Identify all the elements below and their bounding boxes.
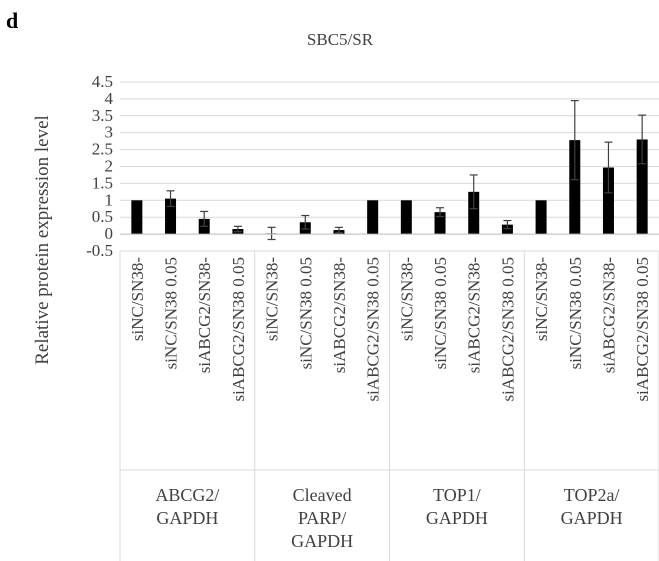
x-category-label: siNC/SN38 0.05: [431, 257, 450, 369]
bar: [131, 200, 143, 235]
error-bar: [436, 207, 445, 218]
x-category-label: siNC/SN38-: [532, 257, 551, 341]
group-label-line: GAPDH: [156, 508, 218, 528]
bar: [636, 139, 648, 235]
y-axis-label: Relative protein expression level: [32, 115, 53, 365]
error-bar: [166, 190, 175, 207]
y-tick-label: 2: [105, 157, 114, 176]
bar: [367, 200, 379, 235]
error-bar: [233, 225, 242, 233]
bar: [602, 167, 614, 235]
x-category-label: siNC/SN38 0.05: [162, 257, 181, 369]
bar: [501, 224, 513, 235]
y-tick-labels: -0.500.511.522.533.544.5: [86, 72, 113, 260]
x-category-label: siABCG2/SN38 0.05: [633, 257, 652, 402]
x-category-label: siNC/SN38 0.05: [566, 257, 585, 369]
bar: [165, 198, 177, 235]
x-category-label: siNC/SN38-: [397, 257, 416, 341]
group-label: TOP1/GAPDH: [426, 485, 488, 528]
y-tick-label: 3.5: [92, 106, 113, 125]
y-tick-label: 4: [105, 89, 114, 108]
group-label-line: GAPDH: [561, 508, 623, 528]
bars: [131, 139, 648, 235]
bar: [434, 212, 446, 235]
x-category-label: siNC/SN38-: [263, 257, 282, 341]
y-tick-label: 2.5: [92, 140, 113, 159]
error-bar: [604, 141, 613, 194]
group-label-line: GAPDH: [291, 531, 353, 551]
group-label: Cleaved PARP/GAPDH: [291, 485, 353, 551]
group-label: ABCG2/GAPDH: [155, 485, 219, 528]
error-bar: [334, 226, 343, 234]
bar: [569, 140, 581, 235]
group-label-line: Cleaved: [293, 485, 352, 505]
group-label-line: TOP2a/: [564, 485, 620, 505]
x-category-label: siNC/SN38 0.05: [296, 257, 315, 369]
x-category-label: siABCG2/SN38 0.05: [498, 257, 517, 402]
y-tick-label: 0.5: [92, 207, 113, 226]
x-category-label: siABCG2/SN38-: [599, 257, 618, 374]
group-label-line: TOP1/: [433, 485, 481, 505]
error-bar: [200, 210, 209, 227]
x-category-labels: siNC/SN38- siNC/SN38 0.05 siABCG2/SN38- siA…: [128, 257, 652, 402]
error-bar: [638, 114, 647, 165]
x-category-label: siABCG2/SN38-: [330, 257, 349, 374]
axes: [119, 233, 659, 561]
y-tick-label: 1.5: [92, 173, 113, 192]
y-tick-label: 0: [105, 224, 114, 243]
x-category-label: siABCG2/SN38 0.05: [229, 257, 248, 402]
panel-label: d: [6, 8, 18, 33]
y-tick-label: -0.5: [86, 241, 113, 260]
y-tick-label: 3: [105, 123, 114, 142]
bar: [535, 200, 547, 235]
error-bar: [469, 174, 478, 210]
error-bar: [503, 219, 512, 230]
group-label: TOP2a/GAPDH: [561, 485, 623, 528]
y-tick-label: 1: [105, 190, 114, 209]
chart-title: SBC5/SR: [307, 30, 374, 49]
error-bar: [301, 214, 310, 230]
bar: [400, 200, 412, 235]
x-category-label: siABCG2/SN38-: [465, 257, 484, 374]
error-bars: [166, 99, 647, 241]
x-category-label: siABCG2/SN38-: [195, 257, 214, 374]
group-label-line: ABCG2/: [155, 485, 219, 505]
group-label-line: GAPDH: [426, 508, 488, 528]
group-labels: ABCG2/GAPDHCleavedPARP/GAPDHTOP1/GAPDHTO…: [155, 485, 622, 551]
x-category-label: siNC/SN38-: [128, 257, 147, 341]
error-bar: [570, 99, 579, 181]
y-tick-label: 4.5: [92, 72, 113, 91]
group-label-line: PARP/: [298, 508, 346, 528]
error-bar: [267, 226, 276, 241]
bar: [468, 191, 480, 235]
x-category-label: siABCG2/SN38 0.05: [364, 257, 383, 402]
